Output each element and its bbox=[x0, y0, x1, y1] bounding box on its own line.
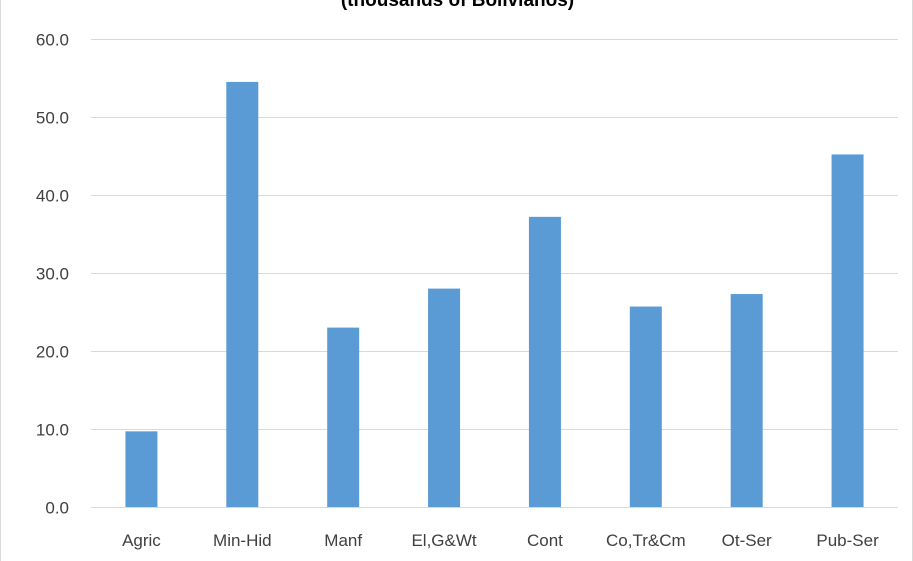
x-tick-label: Ot-Ser bbox=[722, 531, 772, 550]
y-tick-label: 30.0 bbox=[36, 265, 69, 284]
bar bbox=[629, 306, 662, 507]
y-tick-label: 60.0 bbox=[36, 31, 69, 50]
x-tick-label: Manf bbox=[324, 531, 362, 550]
x-tick-label: Pub-Ser bbox=[816, 531, 879, 550]
y-tick-label: 20.0 bbox=[36, 343, 69, 362]
y-tick-label: 10.0 bbox=[36, 421, 69, 440]
bar bbox=[125, 431, 158, 507]
y-tick-label: 50.0 bbox=[36, 109, 69, 128]
x-tick-label: El,G&Wt bbox=[411, 531, 476, 550]
bar bbox=[528, 216, 561, 507]
y-tick-label: 0.0 bbox=[45, 499, 69, 518]
bar bbox=[327, 327, 360, 507]
x-tick-label: Min-Hid bbox=[213, 531, 272, 550]
x-tick-label: Agric bbox=[122, 531, 161, 550]
bar bbox=[226, 81, 259, 508]
x-tick-label: Co,Tr&Cm bbox=[606, 531, 686, 550]
bar bbox=[831, 154, 864, 507]
x-tick-label: Cont bbox=[527, 531, 563, 550]
chart-title: (thousands of Bolivianos) bbox=[340, 0, 575, 11]
bar bbox=[428, 288, 461, 507]
y-tick-label: 40.0 bbox=[36, 187, 69, 206]
bar bbox=[730, 294, 763, 507]
